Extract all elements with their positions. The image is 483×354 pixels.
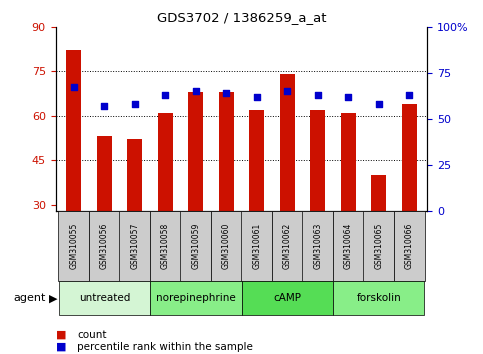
Point	[253, 94, 261, 99]
Bar	[157, 113, 173, 211]
Point	[70, 85, 78, 90]
Text: ■: ■	[56, 330, 66, 339]
Text: ▶: ▶	[49, 293, 57, 303]
Text: GSM310062: GSM310062	[283, 223, 292, 269]
Text: GSM310061: GSM310061	[252, 223, 261, 269]
Bar	[97, 136, 112, 211]
Bar	[127, 139, 142, 211]
Text: GSM310066: GSM310066	[405, 223, 413, 269]
Bar	[371, 175, 386, 211]
Bar	[219, 92, 234, 211]
Bar	[280, 74, 295, 211]
Bar	[401, 104, 417, 211]
Text: GSM310055: GSM310055	[70, 223, 78, 269]
Text: forskolin: forskolin	[356, 293, 401, 303]
Text: cAMP: cAMP	[273, 293, 301, 303]
Bar	[188, 92, 203, 211]
Point	[375, 101, 383, 107]
Text: percentile rank within the sample: percentile rank within the sample	[77, 342, 253, 352]
Point	[314, 92, 322, 97]
Point	[284, 88, 291, 94]
Text: ■: ■	[56, 342, 66, 352]
Text: GSM310056: GSM310056	[100, 223, 109, 269]
Text: GSM310064: GSM310064	[344, 223, 353, 269]
Text: GSM310060: GSM310060	[222, 223, 231, 269]
Bar	[66, 50, 82, 211]
Text: GSM310057: GSM310057	[130, 223, 139, 269]
Point	[405, 92, 413, 97]
Text: agent: agent	[14, 293, 46, 303]
Point	[161, 92, 169, 97]
Point	[222, 90, 230, 96]
Text: count: count	[77, 330, 107, 339]
Text: GSM310059: GSM310059	[191, 223, 200, 269]
Text: untreated: untreated	[79, 293, 130, 303]
Text: GSM310058: GSM310058	[161, 223, 170, 269]
Point	[192, 88, 199, 94]
Point	[344, 94, 352, 99]
Text: GSM310065: GSM310065	[374, 223, 383, 269]
Bar	[249, 110, 264, 211]
Text: norepinephrine: norepinephrine	[156, 293, 236, 303]
Bar	[310, 110, 326, 211]
Bar	[341, 113, 356, 211]
Text: GDS3702 / 1386259_a_at: GDS3702 / 1386259_a_at	[157, 11, 326, 24]
Text: GSM310063: GSM310063	[313, 223, 322, 269]
Point	[100, 103, 108, 109]
Point	[131, 101, 139, 107]
